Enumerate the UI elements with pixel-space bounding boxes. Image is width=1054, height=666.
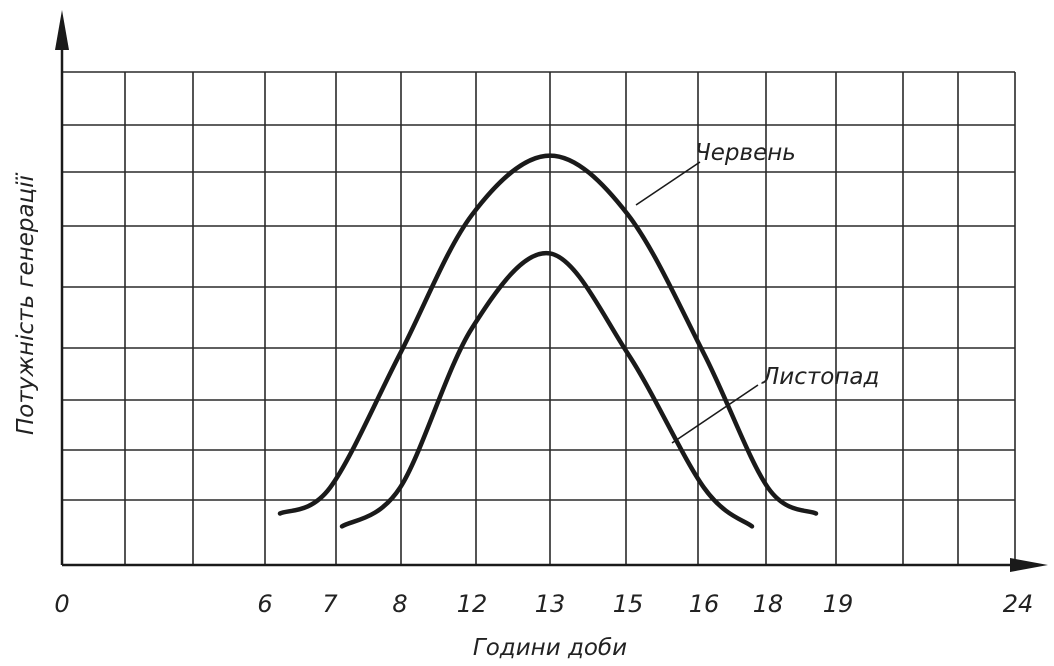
chart-grid (61, 71, 1016, 566)
y-axis-arrow-icon (55, 10, 69, 50)
chart-series (277, 153, 819, 529)
series-leader-line (671, 384, 759, 444)
x-tick-label: 12 (457, 590, 488, 618)
x-tick-label: 15 (613, 590, 644, 618)
x-tick-label: 8 (392, 590, 407, 618)
x-tick-label: 24 (1003, 590, 1034, 618)
series-label-june: Червень (695, 140, 796, 166)
x-axis-title: Години доби (473, 635, 627, 661)
x-tick-labels: 0 6 7 8 12 13 15 16 18 19 24 (54, 590, 1033, 618)
x-tick-label: 0 (54, 590, 69, 618)
x-tick-label: 7 (322, 590, 338, 618)
series-leader-line (635, 161, 701, 206)
chart-legend: Червень Листопад (635, 140, 879, 444)
y-axis-title: Потужність генерації (13, 172, 39, 435)
x-tick-label: 19 (823, 590, 854, 618)
x-tick-label: 16 (689, 590, 720, 618)
chart-axes (55, 10, 1048, 572)
series-line-november (339, 251, 755, 529)
series-label-november: Листопад (761, 364, 879, 390)
x-tick-label: 18 (753, 590, 784, 618)
x-tick-label: 6 (257, 590, 272, 618)
series-line-june (277, 153, 819, 516)
x-axis-arrow-icon (1010, 558, 1048, 572)
x-tick-label: 13 (535, 590, 566, 618)
